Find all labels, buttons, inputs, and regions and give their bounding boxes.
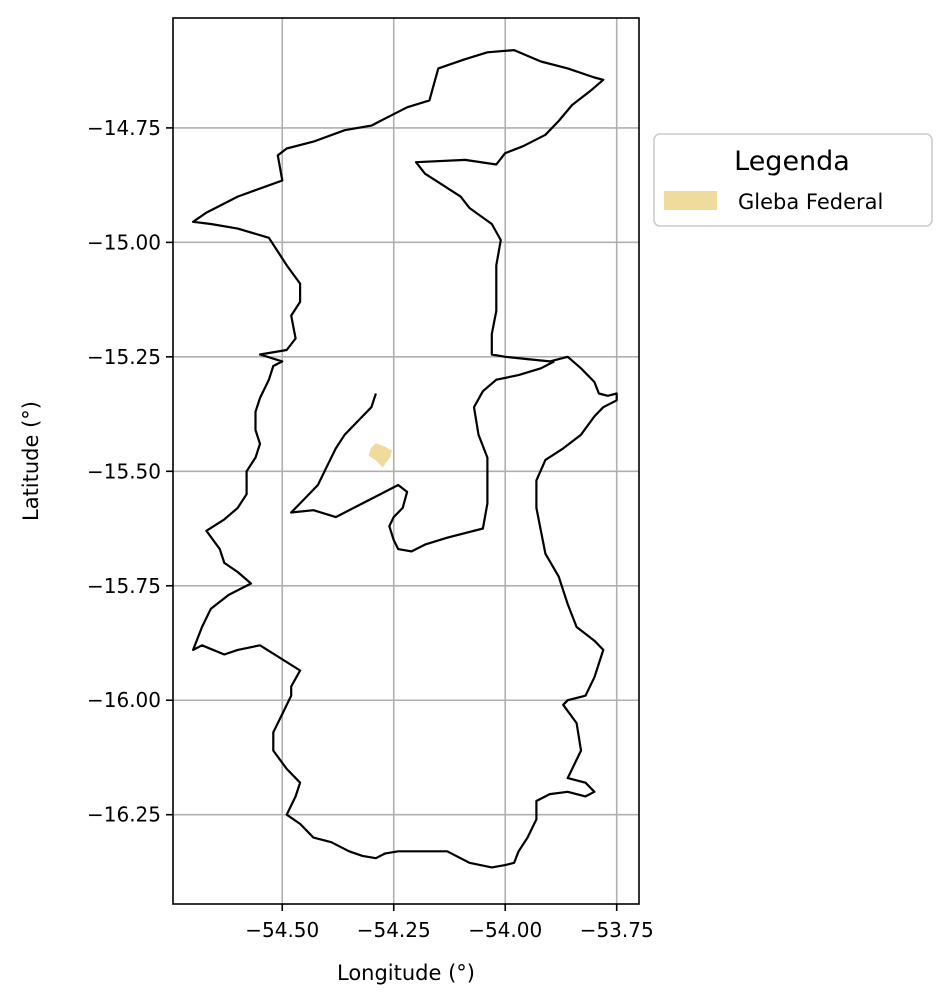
y-axis-label: Latitude (°) — [19, 401, 43, 521]
y-tick-label: −16.00 — [87, 688, 161, 712]
y-tick-label: −14.75 — [87, 116, 161, 140]
legend-box — [653, 133, 933, 227]
x-tick-label: −54.50 — [245, 918, 319, 942]
inner-boundary — [290, 360, 555, 553]
y-tick-label: −15.00 — [87, 230, 161, 254]
legend-swatch-gleba-federal — [664, 191, 717, 210]
grid — [173, 18, 639, 904]
y-tick-label: −16.25 — [87, 803, 161, 827]
x-tick-label: −53.75 — [580, 918, 654, 942]
x-tick-label: −54.00 — [468, 918, 542, 942]
x-axis-label: Longitude (°) — [337, 961, 475, 985]
x-tick-label: −54.25 — [357, 918, 431, 942]
gleba-federal-area — [368, 443, 393, 468]
legend-title: Legenda — [734, 146, 850, 177]
x-axis-ticks: −54.50 −54.25 −54.00 −53.75 — [245, 904, 654, 942]
legend: Legenda Gleba Federal — [653, 133, 933, 227]
municipality-boundary — [192, 49, 618, 869]
y-axis-ticks: −14.75 −15.00 −15.25 −15.50 −15.75 −16.00 −16.… — [87, 116, 173, 827]
y-tick-label: −15.75 — [87, 574, 161, 598]
axes-frame — [172, 17, 640, 905]
y-tick-label: −15.50 — [87, 459, 161, 483]
map-shapes — [192, 49, 618, 869]
legend-label-gleba-federal: Gleba Federal — [738, 190, 883, 214]
y-tick-label: −15.25 — [87, 345, 161, 369]
